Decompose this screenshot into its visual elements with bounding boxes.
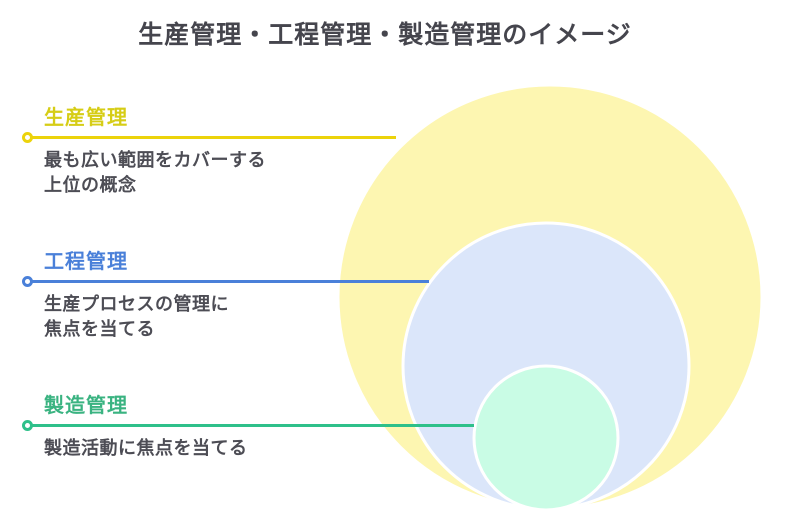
leader-dot-process-management [22,276,33,287]
label-production-management: 生産管理 [44,107,128,129]
label-manufacturing-management: 製造管理 [44,395,128,417]
desc-line: 最も広い範囲をカバーする [44,150,266,170]
desc-production-management: 最も広い範囲をカバーする 上位の概念 [44,148,266,198]
leader-dot-production-management [22,132,33,143]
leader-line-manufacturing-management [22,420,474,431]
desc-manufacturing-management: 製造活動に焦点を当てる [44,436,248,461]
desc-line: 製造活動に焦点を当てる [44,438,248,458]
leader-dot-manufacturing-management [22,420,33,431]
desc-process-management: 生産プロセスの管理に 焦点を当てる [44,292,229,342]
desc-line: 上位の概念 [44,175,137,195]
desc-line: 焦点を当てる [44,319,155,339]
circle-manufacturing-management [472,364,620,512]
diagram-title: 生産管理・工程管理・製造管理のイメージ [138,21,632,49]
leader-line-process-management [22,276,429,287]
label-process-management: 工程管理 [44,251,128,273]
leader-line-production-management [22,132,396,143]
desc-line: 生産プロセスの管理に [44,294,229,314]
